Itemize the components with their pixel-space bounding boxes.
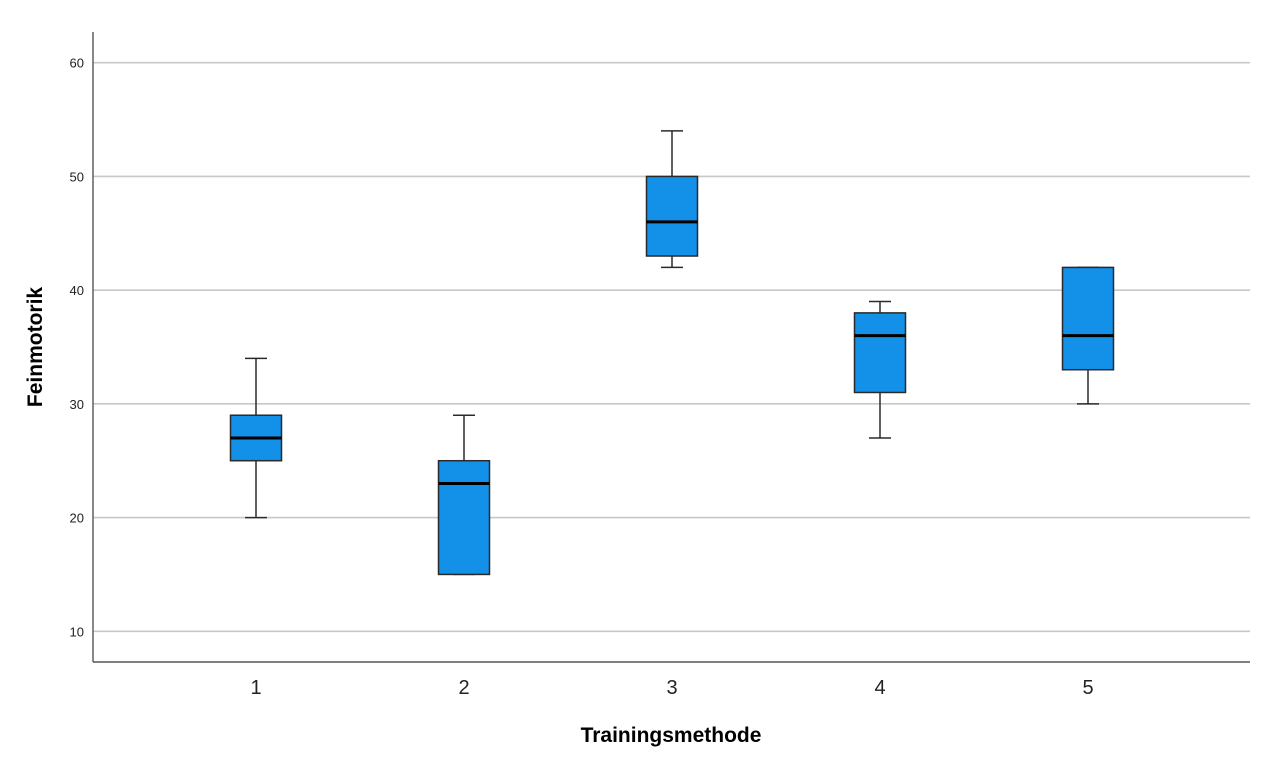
box-2 <box>437 459 491 576</box>
box-group-4 <box>853 300 907 439</box>
box-group-5 <box>1061 266 1115 405</box>
tick-labels: 10 20 30 40 50 60 1 2 3 4 5 <box>70 56 1094 699</box>
axes <box>92 32 1250 663</box>
box-group-1 <box>229 357 283 519</box>
box-3 <box>645 175 699 257</box>
y-tick-label-10: 10 <box>70 624 84 639</box>
box-group-2 <box>437 414 491 576</box>
y-tick-label-50: 50 <box>70 169 84 184</box>
x-tick-label-5: 5 <box>1082 677 1093 699</box>
box-4 <box>853 312 907 394</box>
box-5 <box>1061 266 1115 371</box>
y-tick-label-20: 20 <box>70 511 84 526</box>
x-axis-title: Trainingsmethode <box>581 724 762 747</box>
x-tick-label-1: 1 <box>250 677 261 699</box>
y-tick-label-40: 40 <box>70 283 84 298</box>
x-tick-label-3: 3 <box>666 677 677 699</box>
box-group-3 <box>645 130 699 269</box>
y-tick-label-30: 30 <box>70 397 84 412</box>
x-tick-label-2: 2 <box>458 677 469 699</box>
x-tick-label-4: 4 <box>874 677 885 699</box>
boxes <box>229 130 1115 576</box>
y-tick-label-60: 60 <box>70 56 84 71</box>
y-axis-title: Feinmotorik <box>24 287 47 407</box>
